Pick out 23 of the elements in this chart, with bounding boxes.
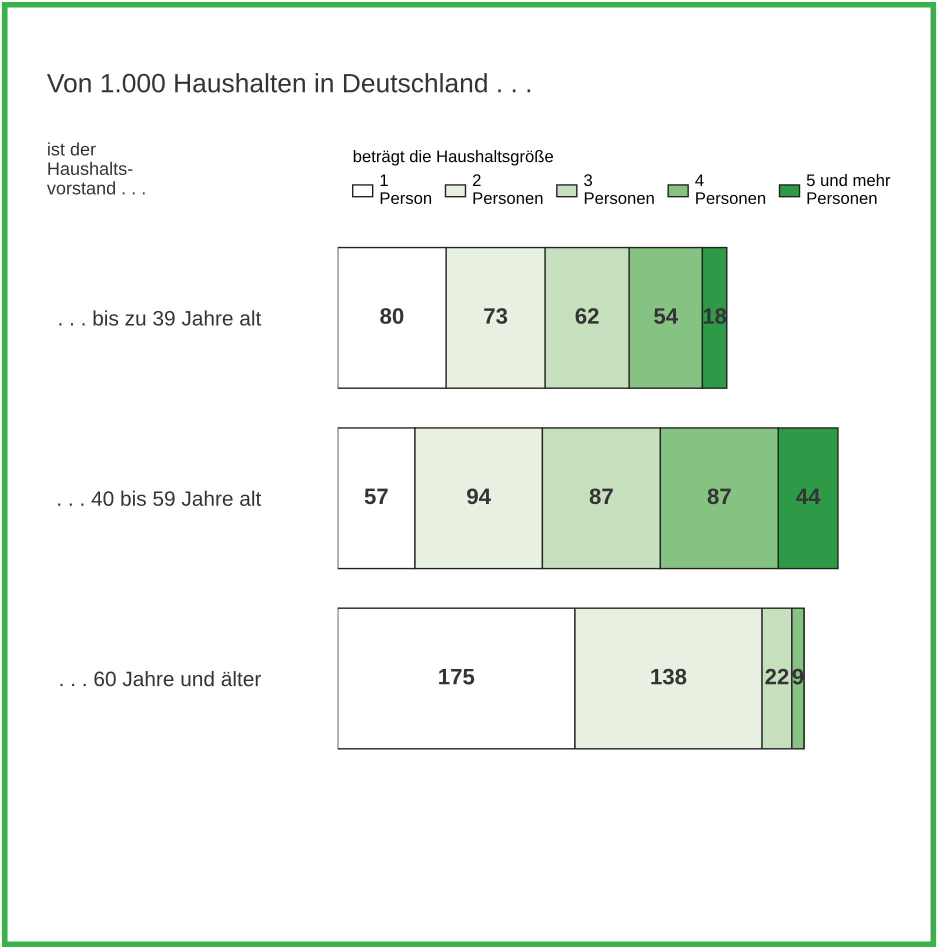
legend-title: beträgt die Haushaltsgröße <box>354 150 553 166</box>
legend-label: 2 Personen <box>472 174 542 204</box>
legend-label: 4 Personen <box>695 174 766 204</box>
legend-label: 1 Person <box>380 174 432 204</box>
text: ist der Haushalts- vorstand . . . <box>46 142 145 195</box>
data-label: 94 <box>467 488 491 504</box>
data-label: 62 <box>576 308 599 324</box>
data-label: 54 <box>654 308 678 324</box>
legend-label: 3 Personen <box>584 174 654 204</box>
data-label: 87 <box>590 488 613 504</box>
data-label: 57 <box>364 488 388 504</box>
data-label: 87 <box>708 488 731 504</box>
data-label: 80 <box>380 308 404 324</box>
chart-title: Von 1.000 Haushalten in Deutschland . . . <box>47 73 530 92</box>
y-tick-label: . . . 60 Jahre und älter <box>60 670 261 686</box>
data-label: 22 <box>765 668 788 684</box>
data-label: 44 <box>796 488 820 504</box>
data-label: 175 <box>439 668 474 684</box>
data-label: 73 <box>484 308 508 324</box>
y-tick-label: . . . bis zu 39 Jahre alt <box>59 310 262 326</box>
data-label: 138 <box>651 668 686 685</box>
y-tick-label: . . . 40 bis 59 Jahre alt <box>58 490 262 506</box>
legend-label: 5 und mehr Personen <box>806 174 890 204</box>
